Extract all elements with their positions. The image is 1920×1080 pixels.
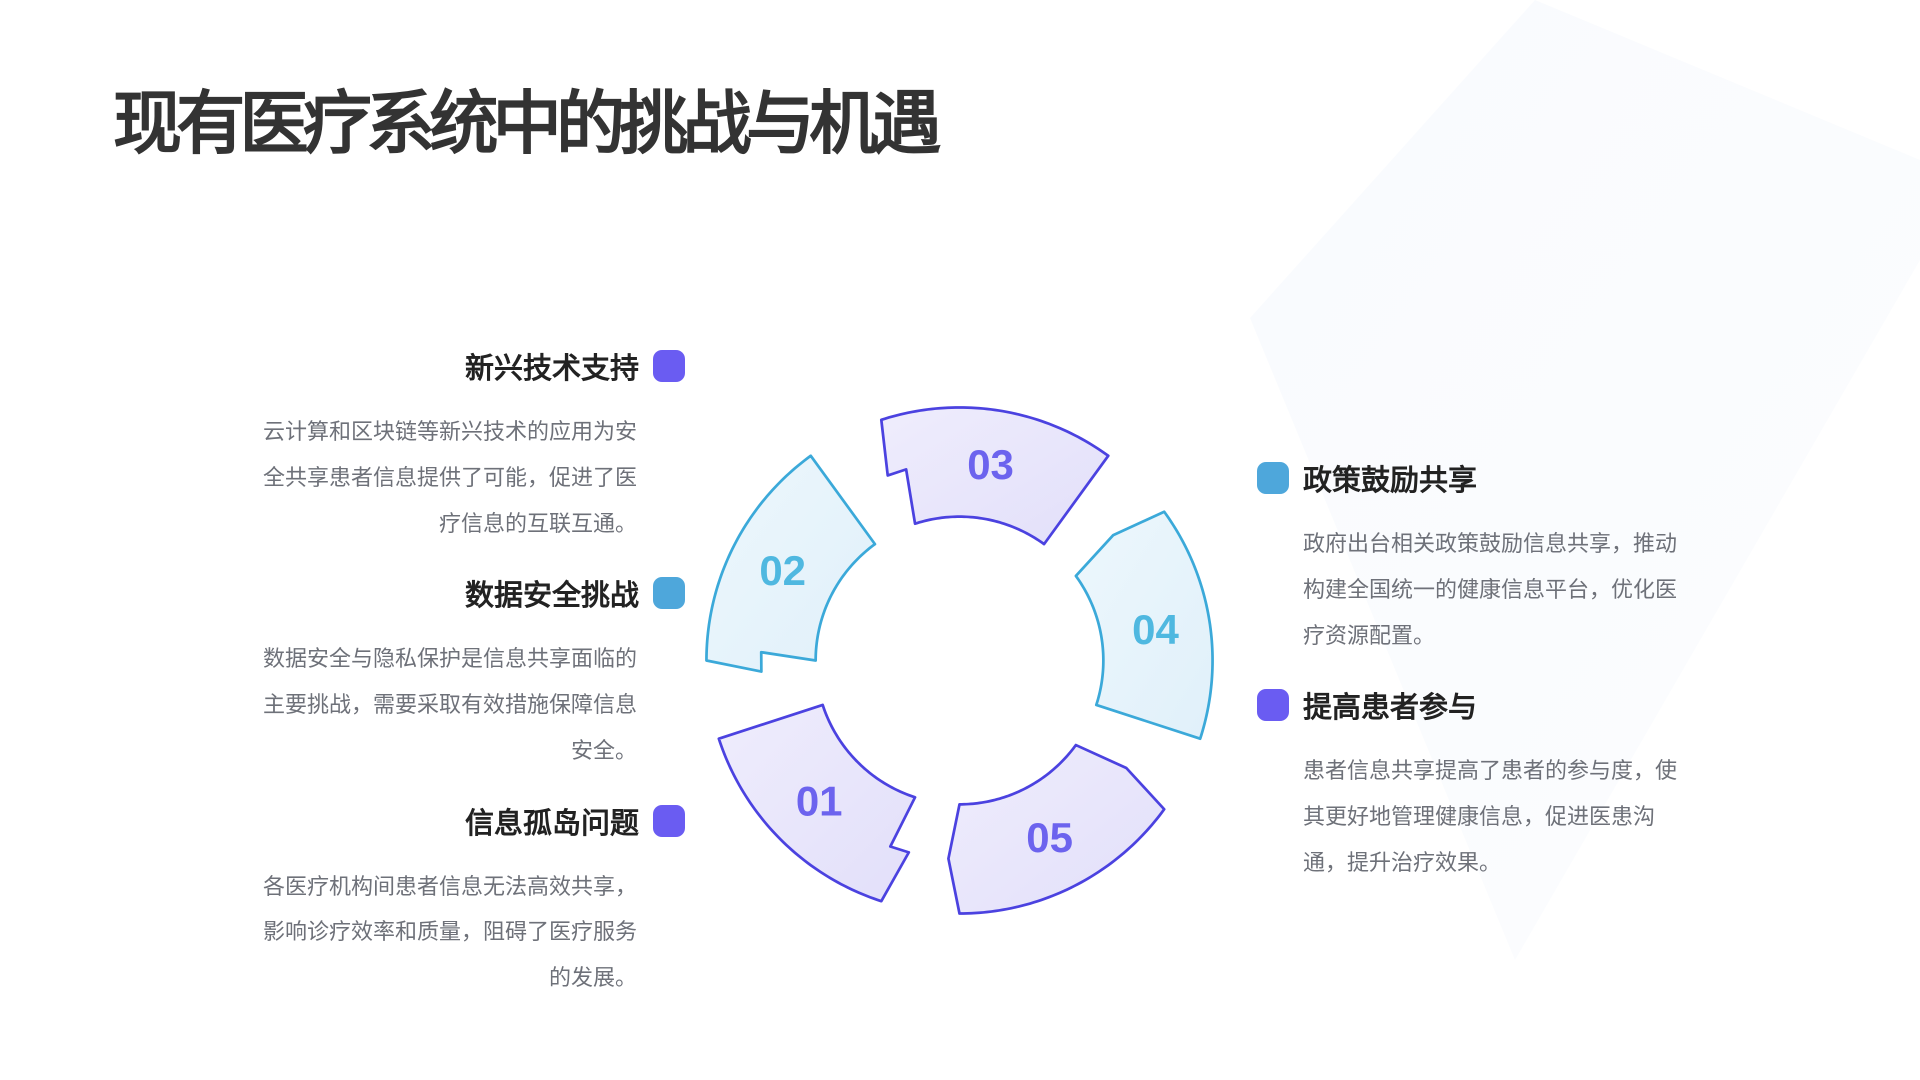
svg-text:03: 03 bbox=[967, 441, 1014, 488]
svg-text:04: 04 bbox=[1132, 606, 1179, 653]
svg-text:02: 02 bbox=[759, 547, 806, 594]
svg-text:05: 05 bbox=[1026, 814, 1073, 861]
svg-text:01: 01 bbox=[796, 777, 843, 824]
